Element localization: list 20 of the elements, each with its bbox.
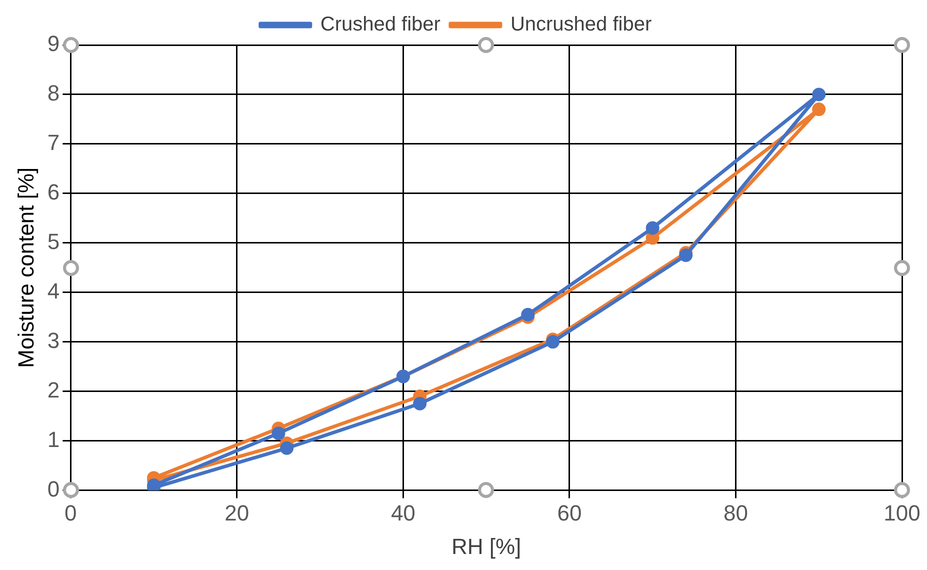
y-tick-label: 0: [47, 476, 60, 502]
y-tick-label: 7: [47, 130, 60, 155]
x-tick-label: 100: [884, 500, 920, 526]
y-tick-label: 5: [47, 228, 60, 254]
legend-label: Crushed fiber: [320, 14, 441, 36]
x-tick-label: 80: [723, 500, 748, 526]
y-tick-label: 9: [47, 31, 60, 56]
y-tick-label: 1: [47, 426, 60, 452]
y-tick-label: 4: [47, 278, 60, 304]
x-tick-label: 0: [64, 500, 77, 526]
x-tick-label: 20: [224, 500, 250, 526]
x-axis-title: RH [%]: [451, 534, 522, 559]
y-tick-label: 2: [47, 377, 60, 402]
y-axis-title: Moisture content [%]: [13, 167, 38, 368]
x-tick-label: 60: [557, 500, 582, 526]
y-tick-label: 6: [47, 179, 60, 204]
legend-label: Uncrushed fiber: [510, 14, 652, 36]
y-tick-label: 3: [47, 328, 60, 353]
y-tick-label: 8: [47, 80, 60, 106]
x-tick-label: 40: [390, 500, 416, 526]
